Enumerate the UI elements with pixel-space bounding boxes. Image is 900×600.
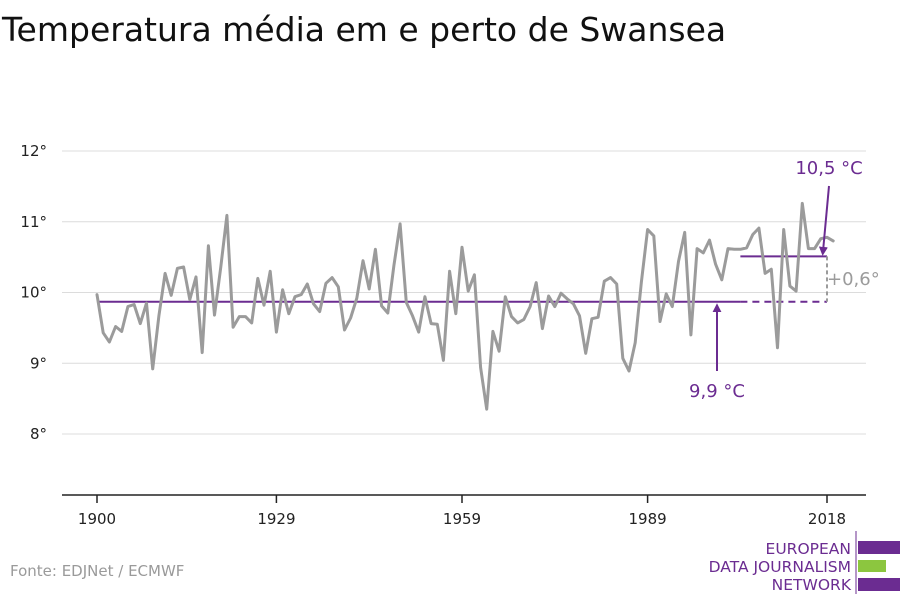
x-tick-label: 1959 <box>443 510 481 528</box>
series-line <box>95 201 835 411</box>
x-tick-label: 2018 <box>808 510 846 528</box>
difference-label: +0,6° <box>827 269 880 290</box>
recent-average-label: 10,5 °C <box>795 158 862 179</box>
logo-bar-middle <box>858 560 886 572</box>
y-gridlines <box>62 150 866 435</box>
x-ticks: 1900 1929 1959 1989 2018 <box>78 495 846 528</box>
baseline-label: 9,9 °C <box>689 381 745 402</box>
annotations: 10,5 °C 9,9 °C +0,6° <box>689 158 880 402</box>
x-tick-label: 1989 <box>628 510 666 528</box>
logo-bar-bottom <box>858 578 900 591</box>
y-tick-label: 10° <box>20 284 47 302</box>
logo-line-3: NETWORK <box>772 576 852 594</box>
recent-average-arrow <box>818 185 830 256</box>
x-tick-label: 1900 <box>78 510 116 528</box>
edjnet-logo: EUROPEAN DATA JOURNALISM NETWORK <box>709 531 900 594</box>
source-note: Fonte: EDJNet / ECMWF <box>10 562 184 580</box>
y-tick-label: 9° <box>30 354 47 372</box>
y-tick-labels: 8° 9° 10° 11° 12° <box>20 142 47 443</box>
chart-title: Temperatura média em e perto de Swansea <box>1 10 726 49</box>
y-tick-label: 12° <box>20 142 47 160</box>
logo-bar-top <box>858 541 900 554</box>
logo-line-2: DATA JOURNALISM <box>709 558 851 576</box>
y-tick-label: 11° <box>20 213 47 231</box>
x-tick-label: 1929 <box>257 510 295 528</box>
y-tick-label: 8° <box>30 425 47 443</box>
logo-line-1: EUROPEAN <box>766 540 851 558</box>
